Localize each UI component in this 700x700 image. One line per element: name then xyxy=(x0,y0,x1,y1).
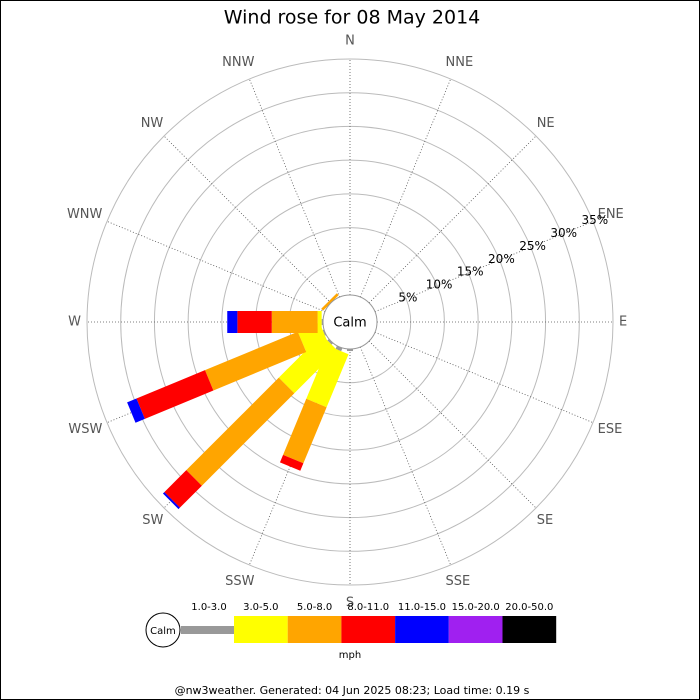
direction-label: W xyxy=(68,315,81,330)
bar-segment xyxy=(227,311,238,333)
ring-label: 15% xyxy=(457,265,484,279)
direction-label: SW xyxy=(142,513,163,528)
calm-circle xyxy=(322,294,378,350)
direction-label: WNW xyxy=(67,207,103,222)
bar-segment xyxy=(271,311,318,333)
direction-label: SSW xyxy=(225,574,255,589)
legend-swatch xyxy=(395,616,449,643)
bar-segment xyxy=(162,492,180,510)
direction-label: NE xyxy=(537,116,555,131)
spoke xyxy=(368,340,537,509)
legend-calm-label: Calm xyxy=(150,626,176,637)
legend-swatch xyxy=(448,616,503,643)
direction-label: SSE xyxy=(446,574,471,589)
chart-title: Wind rose for 08 May 2014 xyxy=(224,7,481,29)
direction-label: SE xyxy=(537,513,553,528)
legend-swatch xyxy=(287,616,342,643)
legend-calm xyxy=(145,612,181,648)
bar-segment xyxy=(283,398,327,464)
bar-segment xyxy=(321,319,323,325)
legend-label: 5.0-8.0 xyxy=(297,602,332,613)
bar-segment xyxy=(164,470,202,508)
ring xyxy=(120,92,580,552)
footer: @nw3weather. Generated: 04 Jun 2025 08:2… xyxy=(175,684,530,697)
bar-segment xyxy=(136,370,214,419)
spoke xyxy=(374,331,594,424)
bar-segment xyxy=(237,311,272,333)
ring-label: 10% xyxy=(426,278,453,292)
bar-segment xyxy=(279,454,304,471)
legend-swatch xyxy=(181,626,234,634)
direction-label: N xyxy=(345,34,355,49)
bar-segment xyxy=(327,338,334,345)
spoke xyxy=(359,346,452,566)
direction-label: S xyxy=(346,596,354,611)
ring-label: 5% xyxy=(398,291,417,305)
spoke xyxy=(106,220,326,313)
spoke xyxy=(368,135,537,304)
bar-segment xyxy=(321,293,339,311)
direction-label: E xyxy=(619,315,627,330)
calm-label: Calm xyxy=(333,316,366,331)
legend-swatch xyxy=(234,616,288,643)
legend-unit: mph xyxy=(339,650,361,661)
bar-segment xyxy=(335,345,343,352)
spoke xyxy=(248,78,341,298)
bar-segment xyxy=(317,311,322,333)
direction-label: ESE xyxy=(598,422,623,437)
legend-label: 8.0-11.0 xyxy=(347,602,389,613)
ring xyxy=(86,58,614,586)
ring-label: 30% xyxy=(550,226,577,240)
legend-label: 11.0-15.0 xyxy=(398,602,446,613)
spoke xyxy=(374,220,594,313)
ring xyxy=(221,193,479,451)
spoke xyxy=(163,135,332,304)
bar-segment xyxy=(306,345,349,408)
ring xyxy=(187,159,513,485)
bar-segment xyxy=(186,377,295,486)
bar-segment xyxy=(127,398,145,423)
legend-label: 3.0-5.0 xyxy=(243,602,278,613)
legend-label: 15.0-20.0 xyxy=(452,602,500,613)
bar-segment xyxy=(347,349,353,352)
ring-label: 25% xyxy=(519,239,546,253)
direction-label: ENE xyxy=(598,207,624,222)
direction-label: NNE xyxy=(446,55,474,70)
direction-label: WSW xyxy=(68,422,102,437)
legend-label: 20.0-50.0 xyxy=(505,602,553,613)
bar-segment xyxy=(204,331,307,391)
direction-label: NNW xyxy=(222,55,254,70)
spoke xyxy=(359,78,452,298)
ring-label: 20% xyxy=(488,252,515,266)
legend-label: 1.0-3.0 xyxy=(191,602,226,613)
legend-swatch xyxy=(502,616,557,643)
direction-label: NW xyxy=(141,116,164,131)
ring-label: 35% xyxy=(581,213,608,227)
bar-segment xyxy=(278,334,338,394)
legend-swatch xyxy=(341,616,396,643)
